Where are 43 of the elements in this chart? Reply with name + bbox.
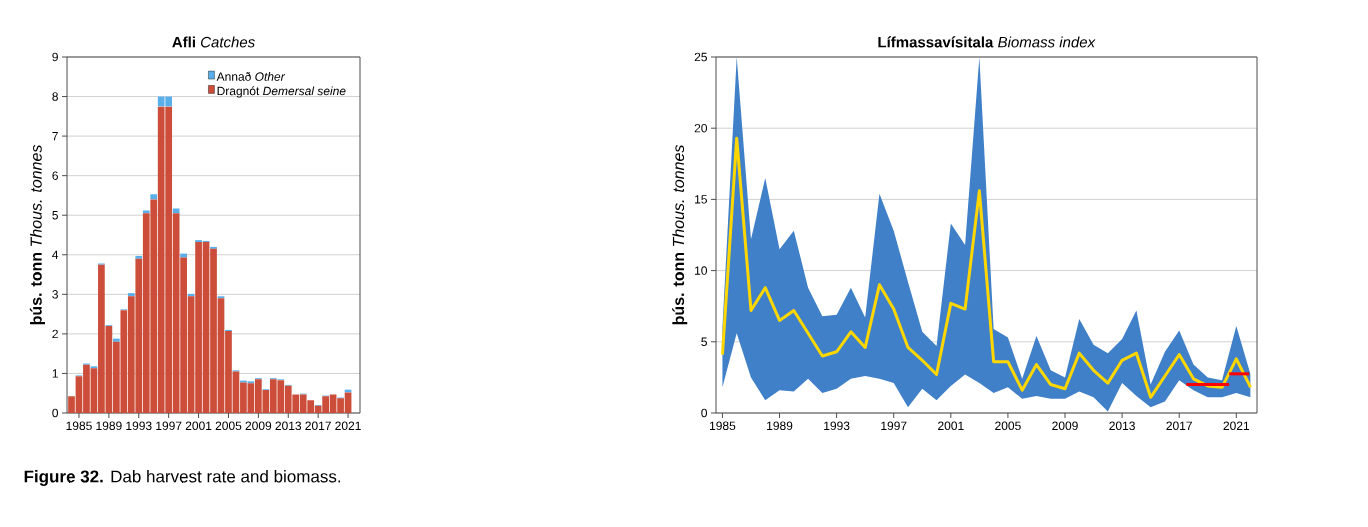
y-tick-label: 15 <box>695 195 707 204</box>
y-tick-label: 25 <box>694 52 707 62</box>
legend-label: Annað Other <box>216 71 286 81</box>
x-tick-label: 2017 <box>1166 421 1192 431</box>
y-tick-label: 0 <box>52 408 59 418</box>
y-tick-label: 0 <box>701 408 708 418</box>
chart-title: Lífmassavísitala Biomass index <box>878 36 1096 48</box>
x-tick-label: 1989 <box>96 421 122 431</box>
y-tick-label: 8 <box>52 92 58 101</box>
y-tick-label: 1 <box>52 369 58 378</box>
x-tick-label: 2005 <box>215 421 242 431</box>
x-tick-label: 1997 <box>881 421 907 431</box>
y-tick-label: 5 <box>701 337 707 346</box>
x-tick-label: 2021 <box>335 421 361 431</box>
y-tick-label: 2 <box>52 329 58 339</box>
x-tick-label: 2013 <box>1109 421 1135 431</box>
x-tick-label: 1993 <box>126 421 152 431</box>
y-axis-title: þús. tonn Thous. tonnes <box>29 144 45 325</box>
y-tick-label: 20 <box>694 123 708 133</box>
x-tick-label: 2021 <box>1223 421 1250 431</box>
y-tick-label: 9 <box>52 52 58 62</box>
y-tick-label: 5 <box>52 211 58 220</box>
y-tick-label: 4 <box>52 250 59 259</box>
y-tick-label: 3 <box>52 290 58 299</box>
y-tick-label: 7 <box>52 131 58 141</box>
x-tick-label: 2005 <box>995 421 1021 431</box>
chart-title: Afli Catches <box>172 36 255 48</box>
x-tick-label: 1993 <box>824 421 850 431</box>
y-tick-label: 6 <box>52 171 58 180</box>
text: Figure 32. Dab harvest rate and biomass. <box>24 470 341 486</box>
x-tick-label: 2001 <box>185 421 212 431</box>
legend-label: Dragnót Demersal seine <box>217 86 346 98</box>
x-tick-label: 2017 <box>305 421 331 431</box>
x-tick-label: 1989 <box>767 421 793 431</box>
x-tick-label: 2009 <box>1052 421 1078 431</box>
x-tick-label: 1985 <box>709 421 736 431</box>
x-tick-label: 2013 <box>275 421 302 431</box>
x-tick-label: 1985 <box>66 421 92 431</box>
x-tick-label: 2001 <box>938 421 964 431</box>
x-tick-label: 1997 <box>156 421 182 431</box>
x-tick-label: 2009 <box>245 421 272 431</box>
y-axis-title: þús. tonn Thous. tonnes <box>672 144 688 325</box>
y-tick-label: 10 <box>695 266 708 275</box>
